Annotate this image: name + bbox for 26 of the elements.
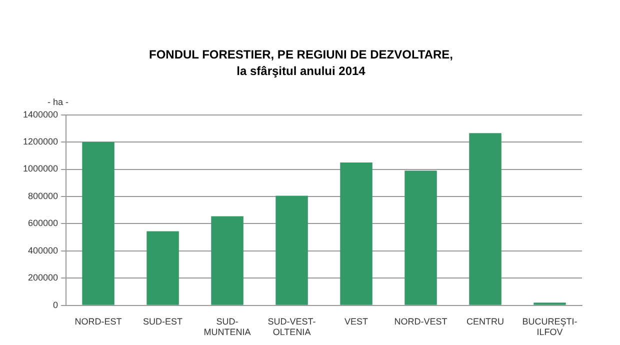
y-tick-label: 0 — [53, 300, 58, 310]
bar — [340, 162, 372, 305]
x-tick-label: SUD-VEST- OLTENIA — [268, 316, 316, 338]
x-tick-label: SUD-EST — [143, 316, 184, 326]
x-tick-label: VEST — [344, 316, 369, 326]
y-tick-label: 1200000 — [22, 136, 58, 147]
y-tick-label: 1400000 — [22, 109, 58, 120]
y-tick-label: 200000 — [28, 272, 58, 283]
bar — [211, 216, 244, 305]
y-tick-label: 800000 — [28, 190, 58, 201]
bar — [404, 170, 437, 305]
bar — [276, 196, 308, 305]
chart-subtitle: la sfârşitul anului 2014 — [236, 64, 366, 78]
chart-title: FONDUL FORESTIER, PE REGIUNI DE DEZVOLTARE, — [148, 48, 454, 62]
x-tick-label: SUD- MUNTENIA — [204, 316, 251, 338]
y-tick-label: 600000 — [28, 218, 58, 228]
x-tick-label: NORD-EST — [74, 316, 122, 326]
bar — [146, 231, 179, 305]
y-axis-title: - ha - — [48, 96, 69, 107]
y-tick-label: 1000000 — [22, 164, 58, 174]
y-tick-label: 400000 — [28, 245, 58, 256]
bar — [469, 133, 502, 305]
x-tick-label: BUCUREŞTI- ILFOV — [522, 316, 578, 338]
x-tick-label: CENTRU — [466, 316, 504, 326]
x-tick-label: NORD-VEST — [394, 316, 448, 326]
bar — [82, 142, 114, 305]
